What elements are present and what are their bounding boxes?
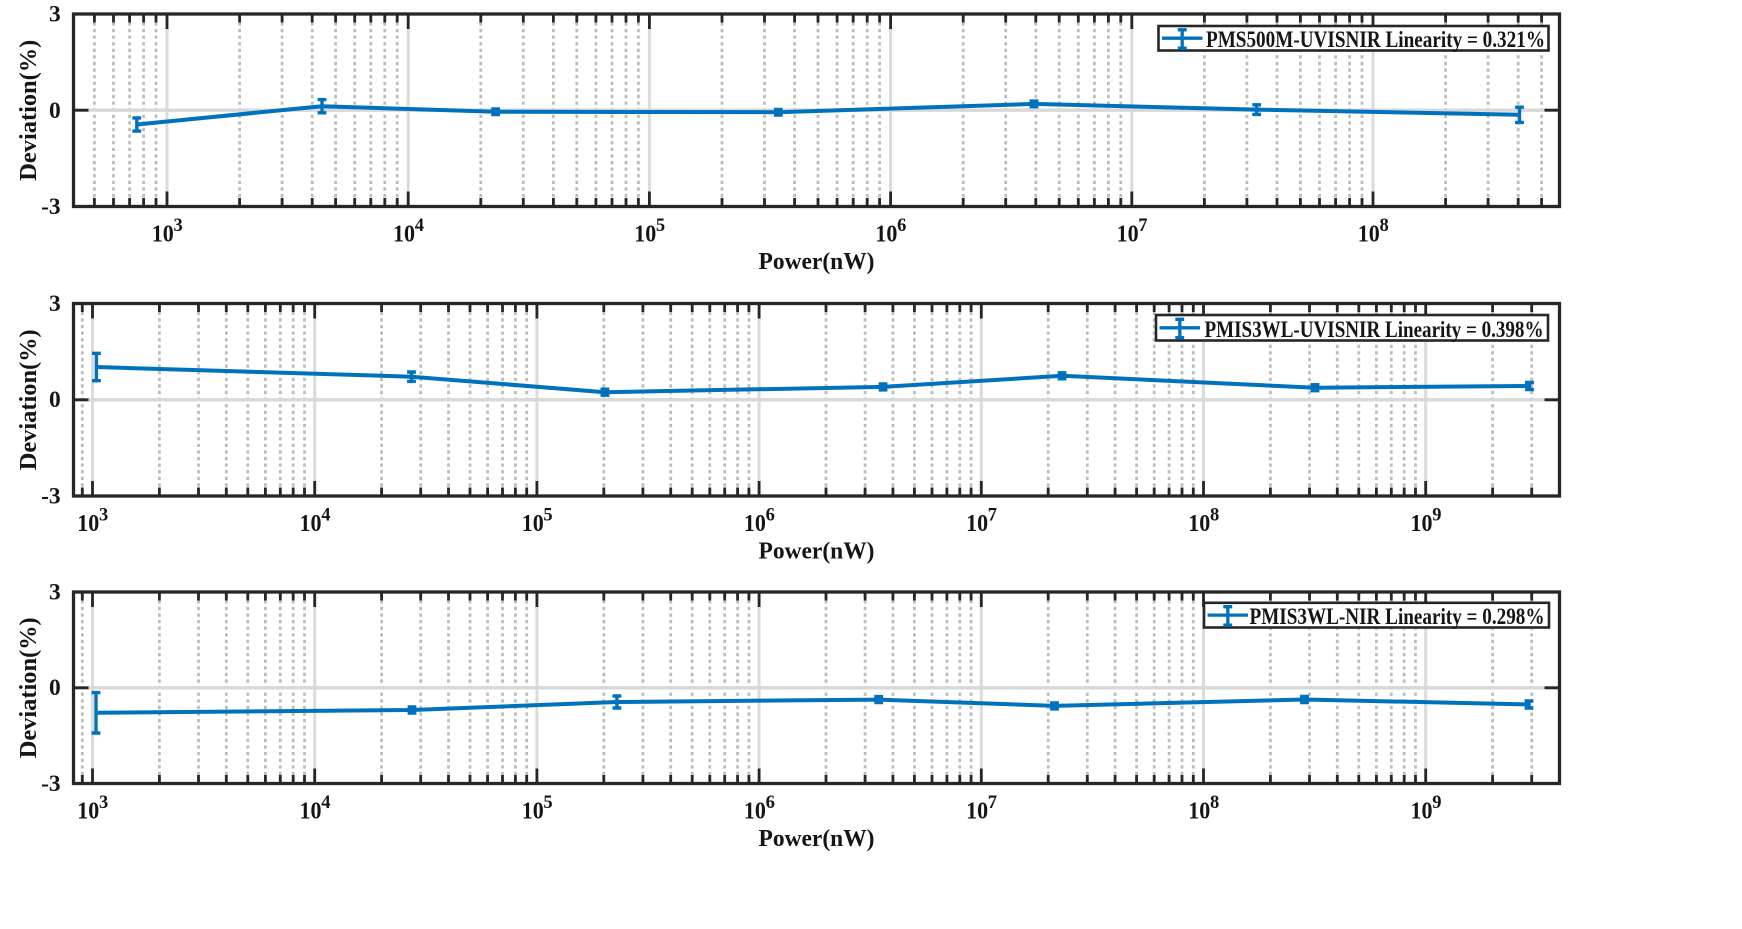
svg-text:10: 10 <box>1358 222 1380 248</box>
svg-text:6: 6 <box>766 506 775 526</box>
svg-text:10: 10 <box>77 799 99 825</box>
svg-text:3: 3 <box>49 291 61 317</box>
svg-text:10: 10 <box>522 511 544 537</box>
svg-text:10: 10 <box>966 799 988 825</box>
svg-text:10: 10 <box>1188 511 1210 537</box>
svg-text:4: 4 <box>321 506 330 526</box>
svg-text:0: 0 <box>49 98 61 124</box>
svg-text:10: 10 <box>300 799 322 825</box>
svg-text:Deviation(%): Deviation(%) <box>16 329 42 470</box>
svg-text:10: 10 <box>77 511 99 537</box>
svg-text:10: 10 <box>634 222 656 248</box>
svg-text:6: 6 <box>897 216 906 236</box>
svg-text:5: 5 <box>543 793 552 813</box>
svg-text:10: 10 <box>393 222 415 248</box>
svg-text:3: 3 <box>99 506 108 526</box>
svg-text:Power(nW): Power(nW) <box>759 539 875 565</box>
svg-text:9: 9 <box>1432 793 1441 813</box>
svg-text:3: 3 <box>99 793 108 813</box>
svg-text:0: 0 <box>49 675 61 701</box>
svg-text:8: 8 <box>1210 506 1219 526</box>
svg-text:0: 0 <box>49 387 61 413</box>
svg-text:10: 10 <box>522 799 544 825</box>
svg-text:9: 9 <box>1432 506 1441 526</box>
svg-text:3: 3 <box>49 2 61 28</box>
svg-text:7: 7 <box>1138 216 1147 236</box>
svg-text:-3: -3 <box>41 194 61 220</box>
svg-text:10: 10 <box>875 222 897 248</box>
svg-text:Deviation(%): Deviation(%) <box>16 40 42 181</box>
svg-text:PMS500M-UVISNIR Linearity = 0.: PMS500M-UVISNIR Linearity = 0.321% <box>1206 27 1545 52</box>
svg-text:PMIS3WL-NIR Linearity = 0.298%: PMIS3WL-NIR Linearity = 0.298% <box>1250 604 1545 629</box>
svg-text:-3: -3 <box>41 484 61 510</box>
svg-text:5: 5 <box>543 506 552 526</box>
svg-text:7: 7 <box>988 793 997 813</box>
svg-text:Power(nW): Power(nW) <box>759 826 875 852</box>
svg-text:10: 10 <box>1188 799 1210 825</box>
svg-text:PMIS3WL-UVISNIR Linearity = 0.: PMIS3WL-UVISNIR Linearity = 0.398% <box>1205 317 1544 342</box>
svg-text:-3: -3 <box>41 771 61 797</box>
svg-text:6: 6 <box>766 793 775 813</box>
svg-text:8: 8 <box>1210 793 1219 813</box>
svg-text:4: 4 <box>415 216 424 236</box>
svg-text:10: 10 <box>1411 511 1433 537</box>
svg-text:10: 10 <box>966 511 988 537</box>
svg-text:10: 10 <box>300 511 322 537</box>
svg-text:7: 7 <box>988 506 997 526</box>
svg-text:3: 3 <box>174 216 183 236</box>
svg-text:3: 3 <box>49 580 61 606</box>
svg-text:Deviation(%): Deviation(%) <box>16 617 42 758</box>
svg-text:10: 10 <box>1117 222 1139 248</box>
svg-text:8: 8 <box>1380 216 1389 236</box>
svg-text:4: 4 <box>321 793 330 813</box>
svg-text:10: 10 <box>1411 799 1433 825</box>
svg-text:10: 10 <box>744 511 766 537</box>
svg-text:5: 5 <box>656 216 665 236</box>
svg-text:10: 10 <box>744 799 766 825</box>
svg-text:10: 10 <box>152 222 174 248</box>
svg-text:Power(nW): Power(nW) <box>759 249 875 275</box>
